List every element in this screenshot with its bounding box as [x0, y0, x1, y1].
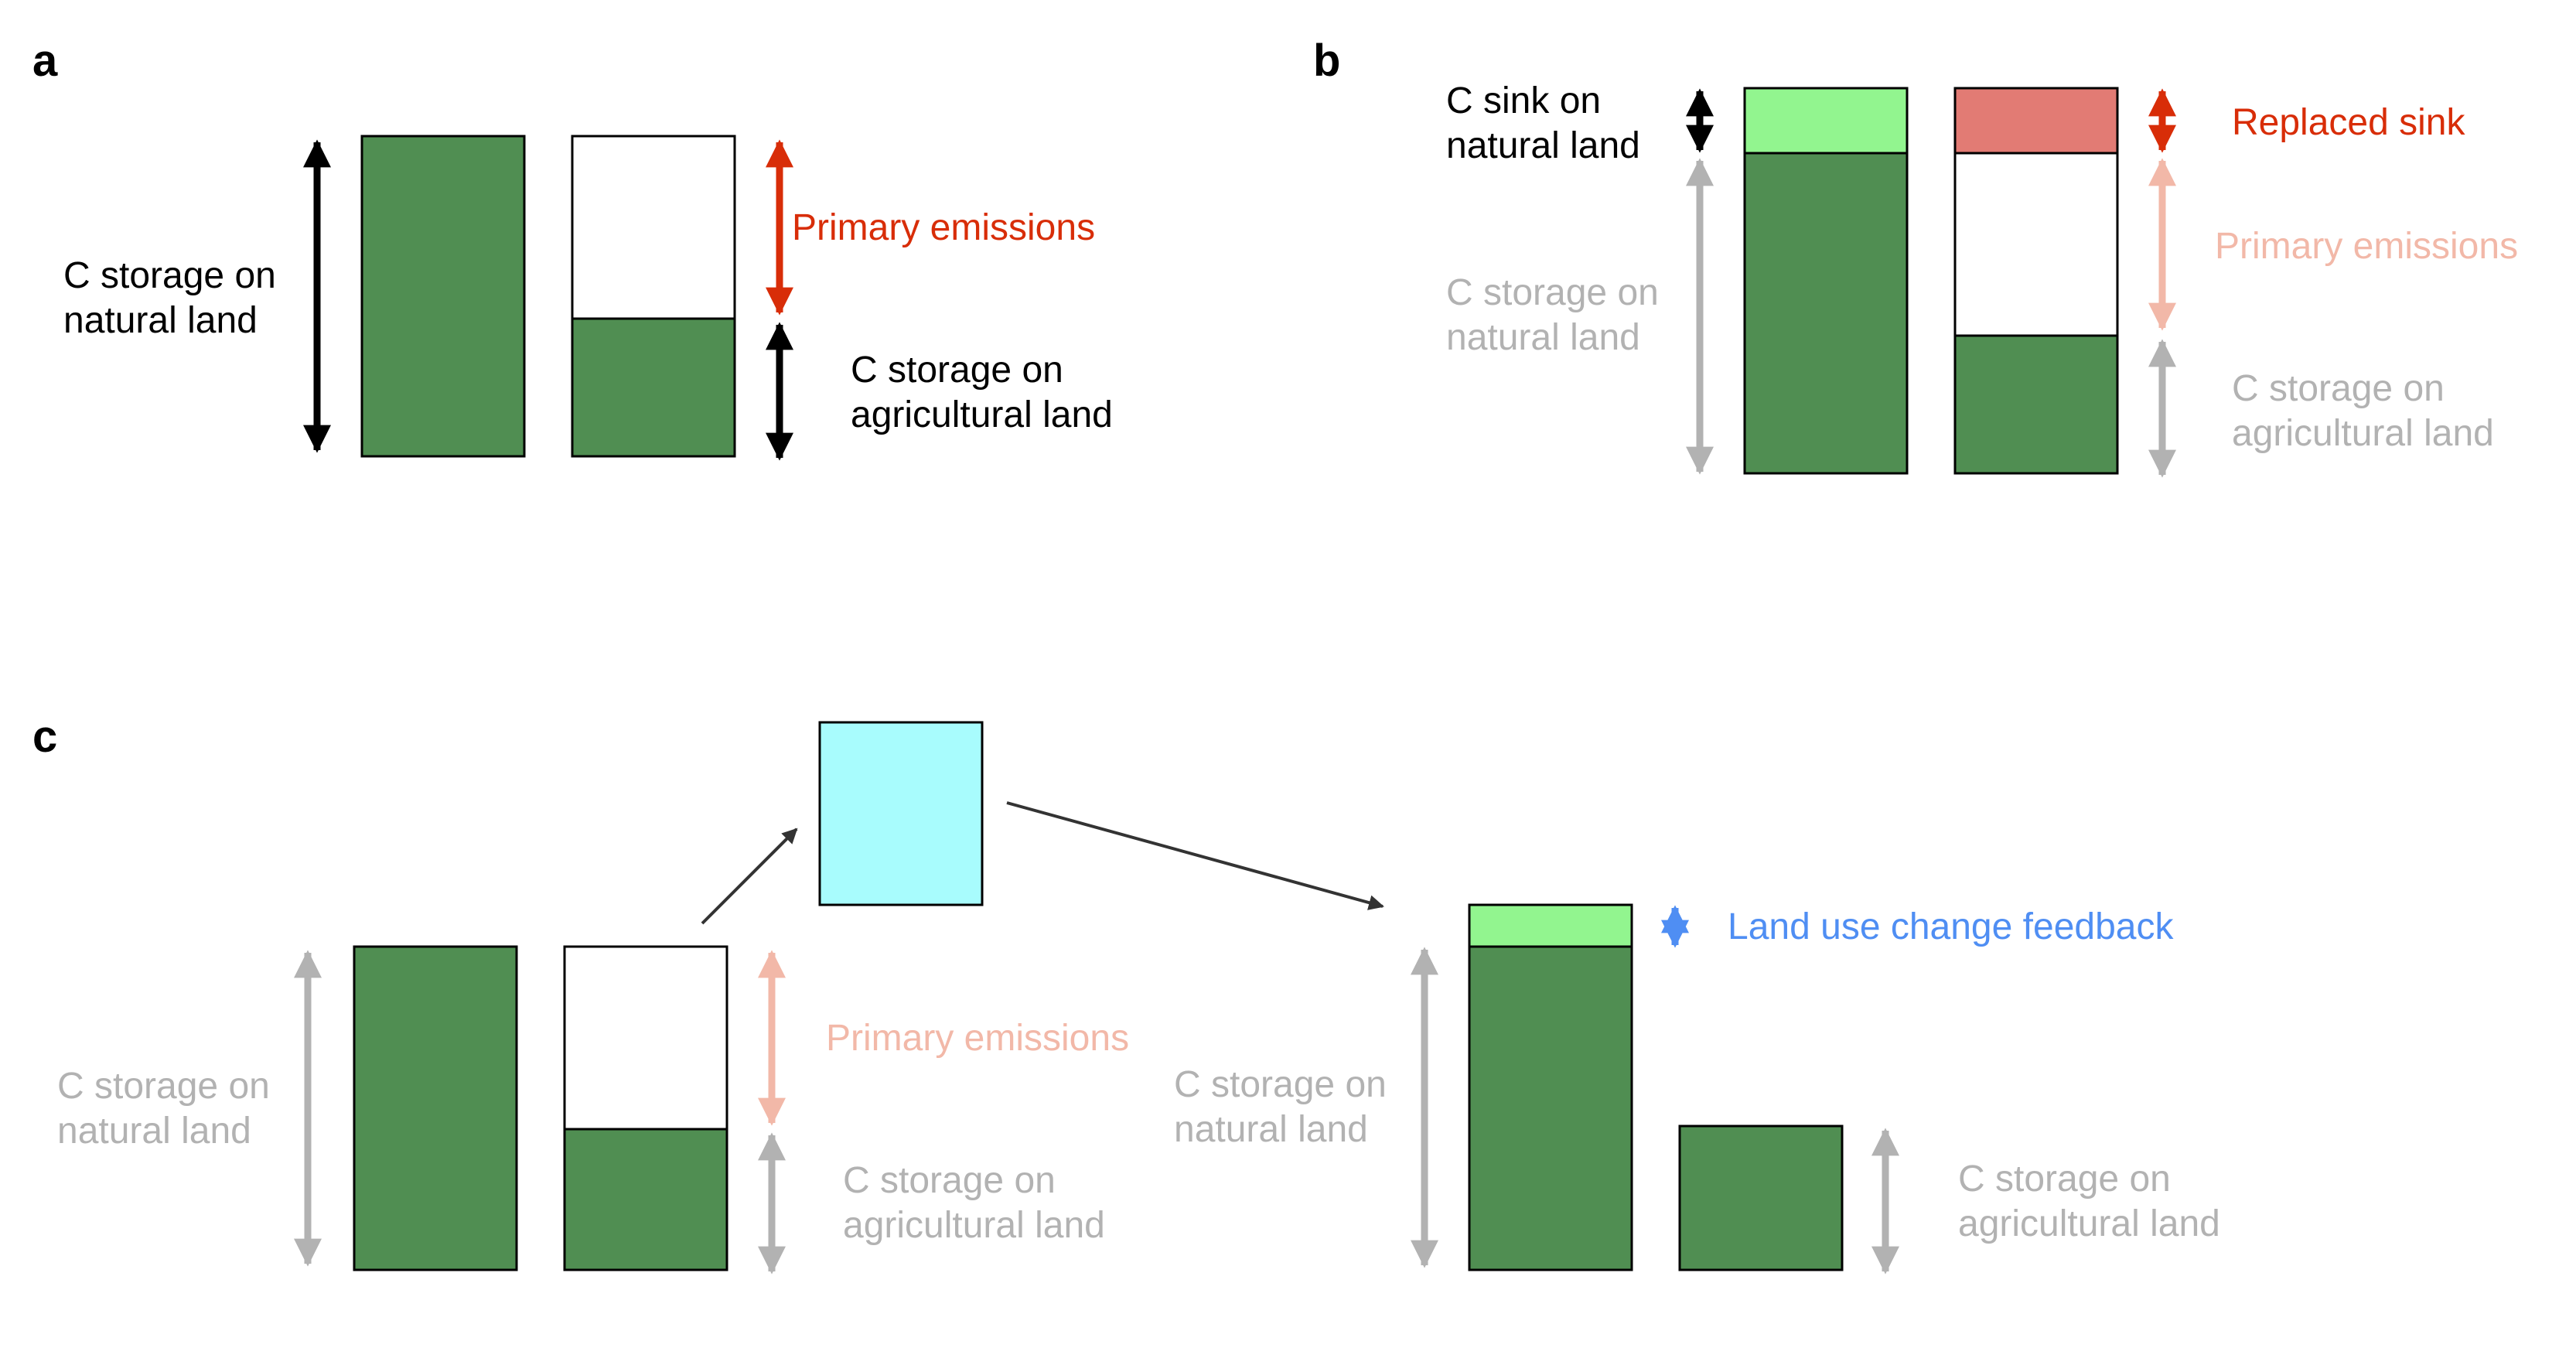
primary-emissions-label: Primary emissions — [792, 207, 1095, 248]
emitted-portion-bar — [571, 135, 736, 320]
primary-emissions-label: Primary emissions — [826, 1018, 1129, 1059]
natural-sink-label-line1: C sink on — [1446, 80, 1601, 121]
replaced-sink-bar — [1953, 87, 2119, 155]
natural-storage-label-line2: natural land — [1446, 317, 1640, 358]
agricultural-storage-label-line2: agricultural land — [843, 1205, 1105, 1246]
agricultural-storage-bar — [1953, 334, 2119, 475]
panel-c-label: c — [32, 712, 57, 762]
agricultural-storage-label-line2: agricultural land — [851, 394, 1113, 435]
natural-storage-label-2-line2: natural land — [1174, 1109, 1368, 1150]
panel-a-label: a — [32, 36, 58, 86]
agricultural-storage-label-line1: C storage on — [851, 350, 1063, 391]
agricultural-storage-bar — [571, 317, 736, 458]
primary-emissions-label: Primary emissions — [2215, 226, 2518, 267]
natural-sink-label-line2: natural land — [1446, 125, 1640, 166]
natural-storage-bar — [1743, 152, 1909, 475]
emitted-portion-bar — [563, 945, 728, 1131]
feedback-sink-bar — [1468, 903, 1633, 948]
natural-sink-bar — [1743, 87, 1909, 155]
agricultural-storage-label-line1: C storage on — [2232, 368, 2445, 409]
natural-storage-bar — [360, 135, 526, 458]
agricultural-storage-bar-2 — [1678, 1124, 1844, 1271]
natural-storage-bar-2 — [1468, 945, 1633, 1271]
panel-b: b C sink on natural land Replaced sink C… — [1313, 36, 2518, 478]
emitted-portion-bar — [1953, 152, 2119, 337]
panel-b-label: b — [1313, 36, 1340, 86]
panel-a: a C storage on natural land Primary emis… — [32, 36, 1113, 461]
feedback-label: Land use change feedback — [1728, 906, 2174, 947]
atmosphere-to-land-arrow — [1006, 801, 1384, 910]
natural-storage-bar — [353, 945, 518, 1271]
natural-storage-label-line1: C storage on — [1446, 272, 1659, 313]
replaced-sink-label: Replaced sink — [2232, 102, 2466, 143]
agricultural-storage-label-line2: agricultural land — [2232, 413, 2494, 454]
agricultural-storage-label-2-line2: agricultural land — [1958, 1203, 2220, 1244]
natural-storage-label-2-line1: C storage on — [1174, 1064, 1387, 1105]
agricultural-storage-label-line1: C storage on — [843, 1160, 1056, 1201]
natural-storage-label-line1: C storage on — [57, 1066, 270, 1107]
emission-to-atmosphere-arrow — [701, 828, 798, 925]
natural-storage-label-line2: natural land — [57, 1111, 251, 1152]
panel-c: c C storage on natural land Primary emis… — [32, 712, 2220, 1275]
natural-storage-label-line2: natural land — [63, 300, 258, 341]
atmosphere-box — [818, 721, 984, 906]
agricultural-storage-label-2-line1: C storage on — [1958, 1159, 2171, 1200]
natural-storage-label-line1: C storage on — [63, 255, 276, 296]
agricultural-storage-bar — [563, 1128, 728, 1271]
